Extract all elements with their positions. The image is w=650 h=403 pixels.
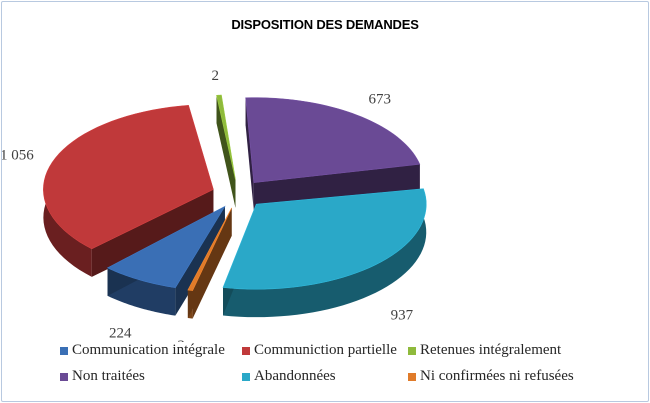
data-label-communication-integrale: 224 bbox=[109, 325, 132, 341]
data-label-non-traitees: 673 bbox=[368, 92, 391, 108]
legend-swatch-icon bbox=[408, 346, 416, 355]
legend-label: Non traitées bbox=[72, 368, 145, 384]
legend-item-abandonnees: Abandonnées bbox=[242, 368, 336, 385]
pie-slice-non-traitees bbox=[245, 97, 421, 211]
pie-chart: 2 673 1 056 937 224 3 bbox=[2, 68, 427, 342]
data-label-communiction-partielle: 1 056 bbox=[2, 148, 34, 164]
data-label-ni-confirmees-ni-refusees: 3 bbox=[177, 338, 185, 342]
legend-swatch-icon bbox=[60, 346, 68, 355]
legend-swatch-icon bbox=[242, 346, 250, 355]
pie-slice-ni-confirmees-ni-refusees bbox=[187, 207, 232, 319]
pie-slice-retenues-integralement bbox=[216, 94, 236, 208]
chart-title: DISPOSITION DES DEMANDES bbox=[231, 17, 419, 32]
pie-slice-communiction-partielle bbox=[43, 105, 214, 277]
legend-swatch-icon bbox=[60, 372, 68, 381]
legend-swatch-icon bbox=[242, 372, 250, 381]
legend-label: Ni confirmées ni refusées bbox=[420, 368, 574, 384]
data-label-abandonnees: 937 bbox=[391, 307, 414, 323]
legend-label: Communiction partielle bbox=[254, 342, 397, 358]
legend-label: Abandonnées bbox=[254, 368, 336, 384]
data-label-retenues-integralement: 2 bbox=[212, 68, 220, 84]
legend-item-retenues-integralement: Retenues intégralement bbox=[408, 342, 561, 359]
legend-label: Communication intégrale bbox=[72, 342, 225, 358]
legend-swatch-icon bbox=[408, 372, 416, 381]
pie-slice-communication-integrale bbox=[106, 205, 226, 316]
legend-label: Retenues intégralement bbox=[420, 342, 562, 358]
legend-item-non-traitees: Non traitées bbox=[60, 368, 145, 385]
legend-item-communiction-partielle: Communiction partielle bbox=[242, 342, 397, 359]
pie-slice-abandonnees bbox=[222, 188, 427, 318]
legend-item-communication-integrale: Communication intégrale bbox=[60, 342, 225, 359]
legend-item-ni-confirmees-ni-refusees: Ni confirmées ni refusées bbox=[408, 368, 574, 385]
